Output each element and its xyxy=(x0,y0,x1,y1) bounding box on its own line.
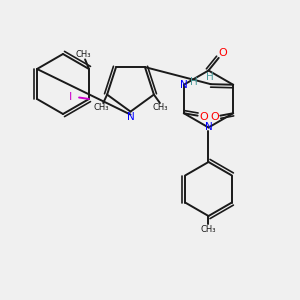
Text: H: H xyxy=(190,77,197,87)
Text: O: O xyxy=(219,48,228,58)
Text: N: N xyxy=(180,80,188,90)
Text: N: N xyxy=(127,112,134,122)
Text: CH₃: CH₃ xyxy=(94,103,110,112)
Text: O: O xyxy=(210,112,219,122)
Text: H: H xyxy=(206,72,214,82)
Text: CH₃: CH₃ xyxy=(201,225,216,234)
Text: I: I xyxy=(68,92,72,102)
Text: N: N xyxy=(205,122,213,133)
Text: CH₃: CH₃ xyxy=(76,50,91,59)
Text: O: O xyxy=(199,112,208,122)
Text: CH₃: CH₃ xyxy=(152,103,168,112)
